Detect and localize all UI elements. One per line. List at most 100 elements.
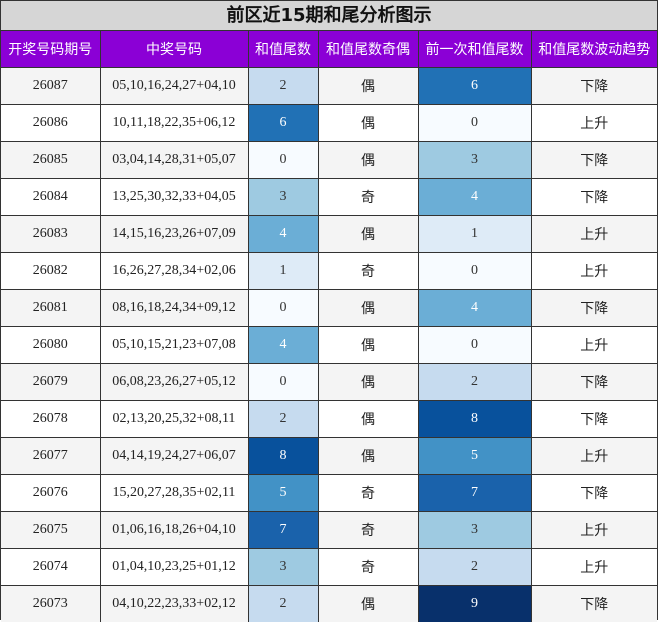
page-title: 前区近15期和尾分析图示 [1,1,657,31]
cell-tail: 4 [248,216,318,253]
cell-trend: 上升 [531,549,657,586]
cell-issue: 26086 [1,105,100,142]
header-parity: 和值尾数奇偶 [318,31,418,68]
cell-numbers: 05,10,15,21,23+07,08 [100,327,248,364]
cell-parity: 偶 [318,327,418,364]
header-trend: 和值尾数波动趋势 [531,31,657,68]
cell-parity: 偶 [318,364,418,401]
cell-parity: 奇 [318,512,418,549]
cell-parity: 偶 [318,290,418,327]
cell-issue: 26083 [1,216,100,253]
cell-prev-tail: 6 [418,68,531,105]
cell-tail: 0 [248,364,318,401]
cell-issue: 26079 [1,364,100,401]
cell-numbers: 16,26,27,28,34+02,06 [100,253,248,290]
cell-numbers: 06,08,23,26,27+05,12 [100,364,248,401]
cell-prev-tail: 9 [418,586,531,622]
cell-trend: 下降 [531,68,657,105]
cell-issue: 26084 [1,179,100,216]
cell-numbers: 04,14,19,24,27+06,07 [100,438,248,475]
cell-prev-tail: 4 [418,290,531,327]
cell-tail: 0 [248,290,318,327]
cell-prev-tail: 7 [418,475,531,512]
cell-prev-tail: 0 [418,253,531,290]
cell-issue: 26076 [1,475,100,512]
cell-tail: 6 [248,105,318,142]
cell-numbers: 01,06,16,18,26+04,10 [100,512,248,549]
cell-issue: 26077 [1,438,100,475]
cell-parity: 奇 [318,253,418,290]
cell-issue: 26087 [1,68,100,105]
cell-numbers: 08,16,18,24,34+09,12 [100,290,248,327]
cell-numbers: 10,11,18,22,35+06,12 [100,105,248,142]
cell-prev-tail: 2 [418,364,531,401]
cell-issue: 26082 [1,253,100,290]
cell-parity: 偶 [318,586,418,622]
cell-trend: 上升 [531,105,657,142]
cell-prev-tail: 1 [418,216,531,253]
cell-parity: 奇 [318,179,418,216]
table-header-row: 开奖号码期号 中奖号码 和值尾数 和值尾数奇偶 前一次和值尾数 和值尾数波动趋势 [1,31,657,68]
cell-issue: 26081 [1,290,100,327]
cell-parity: 偶 [318,438,418,475]
cell-numbers: 13,25,30,32,33+04,05 [100,179,248,216]
cell-prev-tail: 0 [418,105,531,142]
cell-numbers: 04,10,22,23,33+02,12 [100,586,248,622]
cell-issue: 26074 [1,549,100,586]
cell-issue: 26078 [1,401,100,438]
cell-numbers: 02,13,20,25,32+08,11 [100,401,248,438]
cell-tail: 1 [248,253,318,290]
cell-tail: 3 [248,549,318,586]
cell-tail: 7 [248,512,318,549]
cell-tail: 3 [248,179,318,216]
cell-parity: 偶 [318,216,418,253]
cell-tail: 4 [248,327,318,364]
cell-tail: 0 [248,142,318,179]
cell-trend: 下降 [531,364,657,401]
cell-trend: 下降 [531,290,657,327]
cell-trend: 上升 [531,327,657,364]
cell-numbers: 01,04,10,23,25+01,12 [100,549,248,586]
tail-analysis-table: 开奖号码期号 中奖号码 和值尾数 和值尾数奇偶 前一次和值尾数 和值尾数波动趋势… [1,31,657,622]
header-prev-tail: 前一次和值尾数 [418,31,531,68]
cell-trend: 上升 [531,253,657,290]
cell-prev-tail: 0 [418,327,531,364]
cell-parity: 奇 [318,475,418,512]
cell-prev-tail: 5 [418,438,531,475]
cell-numbers: 03,04,14,28,31+05,07 [100,142,248,179]
cell-issue: 26073 [1,586,100,622]
cell-tail: 2 [248,401,318,438]
cell-numbers: 14,15,16,23,26+07,09 [100,216,248,253]
cell-numbers: 15,20,27,28,35+02,11 [100,475,248,512]
cell-parity: 奇 [318,549,418,586]
cell-trend: 下降 [531,475,657,512]
cell-trend: 下降 [531,142,657,179]
cell-trend: 下降 [531,586,657,622]
cell-issue: 26080 [1,327,100,364]
cell-numbers: 05,10,16,24,27+04,10 [100,68,248,105]
cell-trend: 上升 [531,438,657,475]
cell-issue: 26075 [1,512,100,549]
cell-trend: 上升 [531,512,657,549]
header-issue: 开奖号码期号 [1,31,100,68]
cell-prev-tail: 4 [418,179,531,216]
cell-parity: 偶 [318,68,418,105]
cell-parity: 偶 [318,401,418,438]
cell-parity: 偶 [318,105,418,142]
cell-prev-tail: 8 [418,401,531,438]
